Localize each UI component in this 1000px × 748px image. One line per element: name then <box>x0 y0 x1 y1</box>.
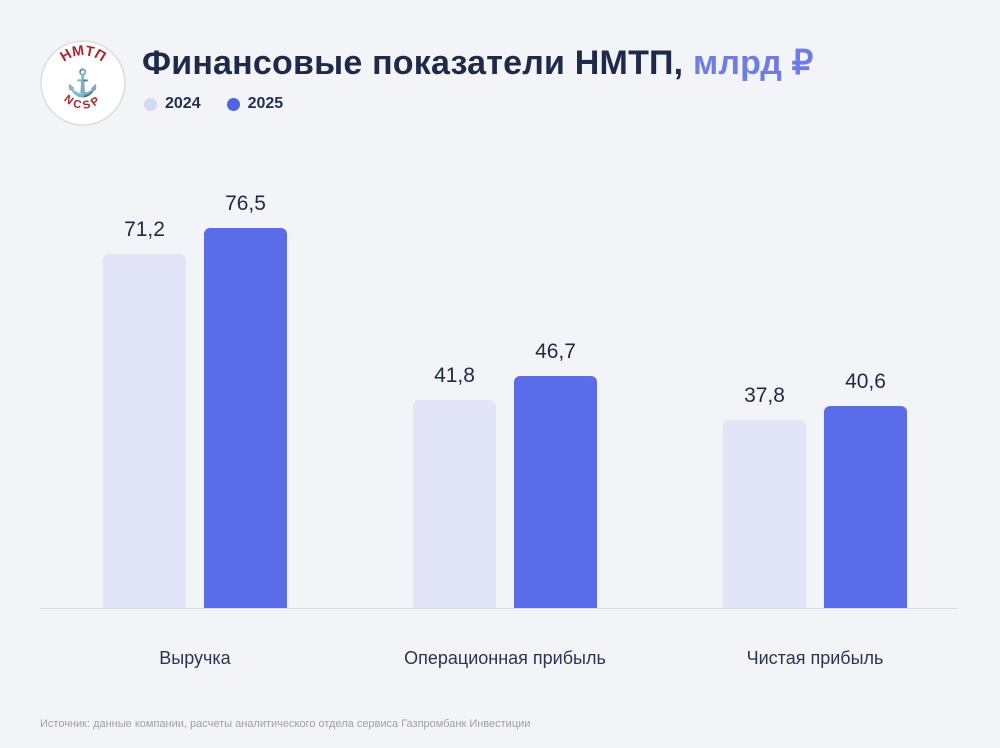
nmtp-logo: НМТП NCSP ⚓ <box>40 40 126 126</box>
chart-bars: 71,2 76,5 41,8 46,7 37,8 40,6 <box>103 185 907 608</box>
title-unit: млрд ₽ <box>683 44 814 82</box>
legend: 2024 2025 <box>144 95 814 113</box>
bar-column: 71,2 <box>103 218 186 608</box>
bar-2025 <box>514 376 597 608</box>
bar-2024 <box>723 420 806 608</box>
bar-2025 <box>204 228 287 608</box>
bar-value-label: 41,8 <box>434 364 475 387</box>
category-label: Операционная прибыль <box>404 648 606 668</box>
bar-value-label: 76,5 <box>225 192 266 215</box>
header: НМТП NCSP ⚓ Финансовые показатели НМТП, … <box>40 40 814 126</box>
bar-2024 <box>103 254 186 608</box>
bar-group: 71,2 76,5 <box>103 185 287 608</box>
bar-column: 37,8 <box>723 384 806 608</box>
logo-bottom-text: NCSP <box>62 93 105 112</box>
bar-2025 <box>824 406 907 608</box>
bar-group: 37,8 40,6 <box>723 185 907 608</box>
bar-column: 76,5 <box>204 192 287 608</box>
bar-value-label: 71,2 <box>124 218 165 241</box>
category-label: Чистая прибыль <box>746 648 884 668</box>
bar-column: 41,8 <box>413 364 496 608</box>
legend-label: 2025 <box>247 95 284 113</box>
page-title: Финансовые показатели НМТП, млрд ₽ <box>142 44 814 83</box>
legend-item-2025: 2025 <box>226 95 284 113</box>
anchor-icon: ⚓ <box>66 67 99 98</box>
chart-baseline <box>40 608 958 609</box>
title-block: Финансовые показатели НМТП, млрд ₽ 2024 2… <box>142 40 814 113</box>
legend-label: 2024 <box>165 95 201 113</box>
bar-value-label: 37,8 <box>744 384 785 407</box>
source-note: Источник: данные компании, расчеты анали… <box>40 718 531 730</box>
legend-dot <box>226 97 240 111</box>
bar-group: 41,8 46,7 <box>413 185 597 608</box>
bar-column: 40,6 <box>824 370 907 608</box>
category-label: Выручка <box>159 648 231 668</box>
title-main: Финансовые показатели НМТП, <box>142 44 684 82</box>
bar-column: 46,7 <box>514 340 597 608</box>
legend-dot <box>144 97 157 111</box>
chart-category-labels: Выручка Операционная прибыль Чистая прибыл… <box>103 648 907 669</box>
bar-2024 <box>413 400 496 608</box>
bar-value-label: 40,6 <box>845 370 886 393</box>
legend-item-2024: 2024 <box>144 95 201 113</box>
bar-value-label: 46,7 <box>535 340 576 363</box>
